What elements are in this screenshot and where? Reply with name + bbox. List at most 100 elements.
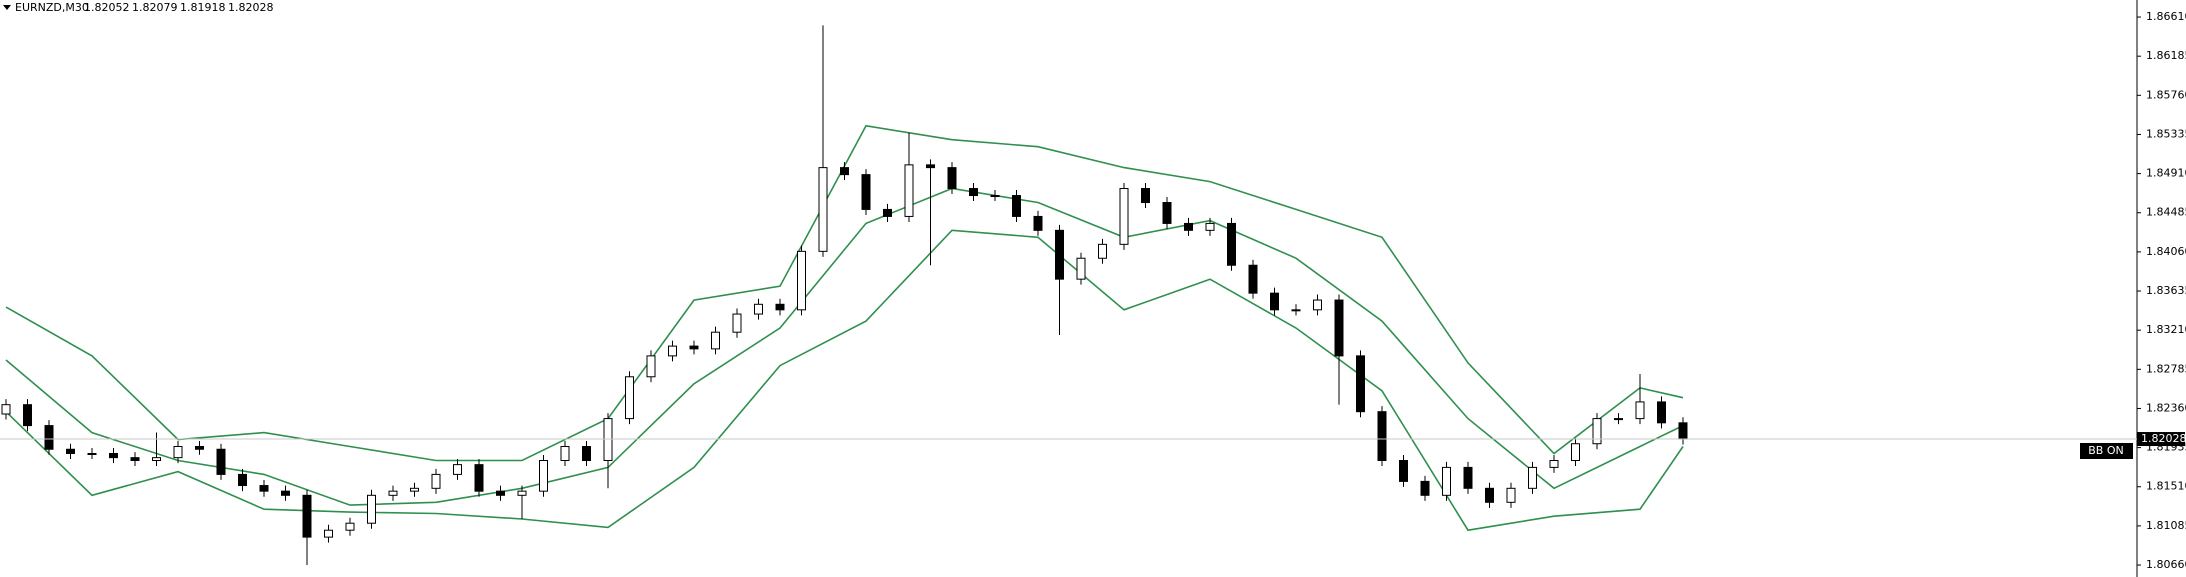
candle-body [689, 345, 699, 350]
candle-body [1442, 466, 1451, 496]
candle-body [818, 167, 828, 252]
candle-body [1614, 418, 1623, 421]
candle-body [1076, 257, 1086, 280]
last-high: 1.82079 [132, 1, 178, 14]
candle-body [1313, 299, 1322, 311]
candle-body [216, 448, 226, 475]
y-tick-label: 1.83635 [2146, 284, 2186, 297]
y-tick-label: 1.85760 [2146, 88, 2186, 101]
candle-body [1270, 292, 1279, 311]
candle-body [732, 313, 742, 333]
y-tick-label: 1.83210 [2146, 323, 2186, 336]
candle-body [1506, 487, 1516, 503]
candle-body [324, 529, 333, 538]
y-tick-label: 1.81510 [2146, 480, 2186, 493]
candle-body [1420, 480, 1430, 496]
candle-body [668, 345, 677, 357]
indicator-label: BB ON [2088, 444, 2123, 457]
candle-body [1635, 401, 1645, 420]
current-price-box [2137, 432, 2185, 447]
candle-body [66, 448, 75, 454]
candle-body [173, 445, 183, 459]
candle-body [1227, 222, 1236, 266]
candle-body [1141, 188, 1150, 204]
y-tick-label: 1.80660 [2146, 558, 2186, 571]
current-price-label: 1.82028 [2141, 432, 2186, 445]
last-open: 1.82052 [84, 1, 130, 14]
candle-body [646, 355, 656, 378]
candle-body [754, 303, 763, 315]
bollinger-band [5, 229, 1684, 532]
candle-body [410, 487, 419, 492]
candle-body [367, 494, 376, 524]
collapse-icon[interactable] [3, 5, 11, 10]
last-low: 1.81918 [180, 1, 226, 14]
candle-body [1463, 466, 1473, 489]
candle-body [345, 522, 355, 531]
candle-body [1485, 487, 1494, 503]
y-tick-label: 1.86610 [2146, 10, 2186, 23]
candle-body [797, 250, 806, 311]
bollinger-band [5, 187, 1684, 506]
candle-body [1377, 411, 1387, 461]
y-tick-label: 1.85335 [2146, 127, 2186, 140]
candle-body [496, 490, 505, 496]
candle-body [44, 425, 54, 450]
candle-body [431, 473, 441, 489]
candle-body [947, 167, 957, 190]
candle-body [539, 459, 548, 492]
candle-body [195, 445, 204, 450]
candle-body [1033, 215, 1043, 231]
candle-body [1549, 459, 1559, 468]
candle-body [152, 457, 161, 461]
candle-body [23, 404, 32, 427]
candle-body [1334, 299, 1344, 357]
candle-body [281, 490, 290, 496]
candle-body [1205, 222, 1215, 231]
y-tick-label: 1.82785 [2146, 362, 2186, 375]
indicator-badge [2080, 443, 2133, 459]
candle-body [1657, 401, 1666, 424]
last-close: 1.82028 [228, 1, 274, 14]
candle-body [517, 490, 527, 496]
candle-body [883, 208, 892, 217]
candle-body [1592, 418, 1602, 445]
candle-body [1119, 188, 1129, 245]
y-tick-label: 1.81085 [2146, 519, 2186, 532]
candle-body [1678, 422, 1688, 440]
candle-body [969, 188, 978, 197]
candle-body [109, 452, 118, 459]
candle-body [259, 485, 269, 492]
candle-body [130, 457, 140, 461]
candle-body [840, 167, 849, 176]
candle-body [1248, 264, 1258, 294]
candle-body [1356, 355, 1365, 413]
candle-body [560, 445, 570, 461]
candle-body [861, 174, 871, 210]
candle-body [775, 303, 785, 311]
chart-title: EURNZD,M30 [15, 1, 89, 14]
candle-body [1291, 309, 1301, 312]
candle-body [1528, 466, 1537, 489]
candle-body [1012, 195, 1021, 217]
y-tick-label: 1.86185 [2146, 49, 2186, 62]
candle-body [711, 331, 720, 350]
candle-body [1184, 222, 1193, 231]
y-tick-label: 1.84485 [2146, 206, 2186, 219]
candle-body [302, 494, 312, 538]
candle-body [926, 164, 935, 169]
candle-body [1571, 443, 1580, 461]
candle-body [603, 418, 613, 461]
candle-body [453, 464, 462, 475]
candle-body [1, 404, 11, 415]
candle-body [1162, 202, 1172, 224]
candle-body [904, 164, 914, 217]
y-tick-label: 1.84910 [2146, 167, 2186, 180]
candle-body [388, 490, 398, 496]
candle-body [474, 464, 484, 492]
candle-body [625, 376, 634, 420]
candle-body [1055, 229, 1064, 280]
candle-body [582, 445, 591, 461]
